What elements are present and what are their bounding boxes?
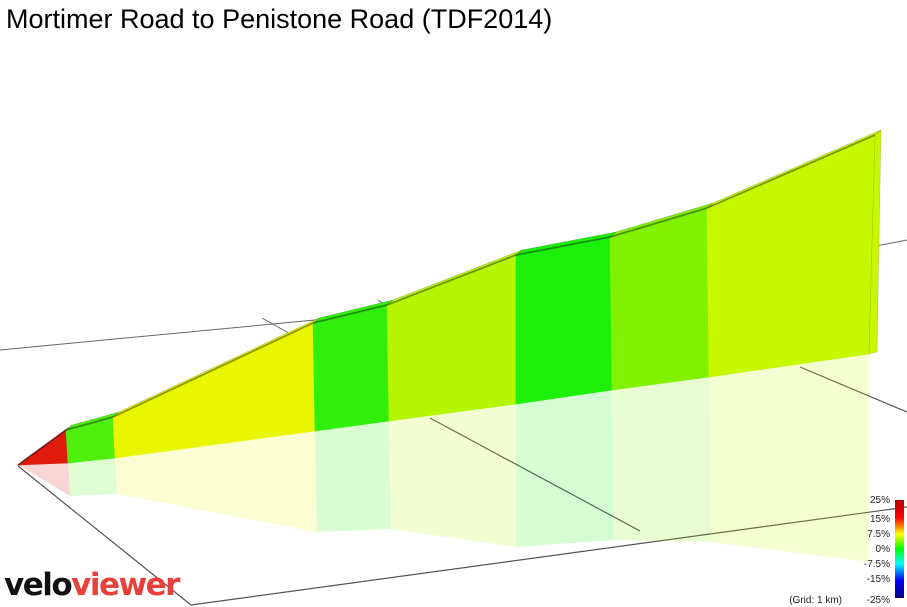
profile-segments xyxy=(17,129,882,562)
legend-label: 25% xyxy=(870,495,890,506)
veloviewer-logo: veloviewer xyxy=(4,567,180,603)
legend-label: -25% xyxy=(867,595,890,606)
logo-part-viewer: viewer xyxy=(71,567,180,603)
grid-line xyxy=(875,239,907,247)
legend-label: 0% xyxy=(876,544,891,555)
segment-top-shade xyxy=(65,416,114,431)
legend-label: 15% xyxy=(870,514,890,525)
legend-grid-note: (Grid: 1 km) xyxy=(789,595,842,606)
segment-top-shade xyxy=(386,254,517,306)
segment-top-shade xyxy=(609,207,708,238)
segment-reflection xyxy=(709,354,869,562)
segment-reflection xyxy=(516,390,614,547)
segment-top-shade xyxy=(312,304,388,324)
logo-part-velo: velo xyxy=(4,567,73,603)
page-title: Mortimer Road to Penistone Road (TDF2014… xyxy=(6,4,553,34)
segment-top-shade xyxy=(17,429,67,466)
legend-labels: 25% 15% 7.5% 0% -7.5% -15% -25% xyxy=(864,495,890,606)
segment-top-shade xyxy=(112,322,314,418)
segment-reflection xyxy=(612,377,711,542)
legend-label: -7.5% xyxy=(864,559,890,570)
grid-line xyxy=(799,366,907,413)
legend-label: 7.5% xyxy=(867,529,890,540)
segment-reflection xyxy=(68,458,117,496)
grid-line xyxy=(190,506,907,606)
segment-reflection xyxy=(18,463,70,496)
profile-end-cap xyxy=(868,129,882,355)
segment-reflection xyxy=(115,431,317,532)
segment-reflection xyxy=(389,404,516,547)
segment-reflection xyxy=(315,421,391,532)
legend-label: -15% xyxy=(867,574,890,585)
segment-top-shade xyxy=(515,236,611,256)
grid-line xyxy=(17,465,192,606)
legend-color-bar xyxy=(895,500,904,598)
segment-top-shade xyxy=(706,134,876,209)
grid-line xyxy=(429,417,641,532)
